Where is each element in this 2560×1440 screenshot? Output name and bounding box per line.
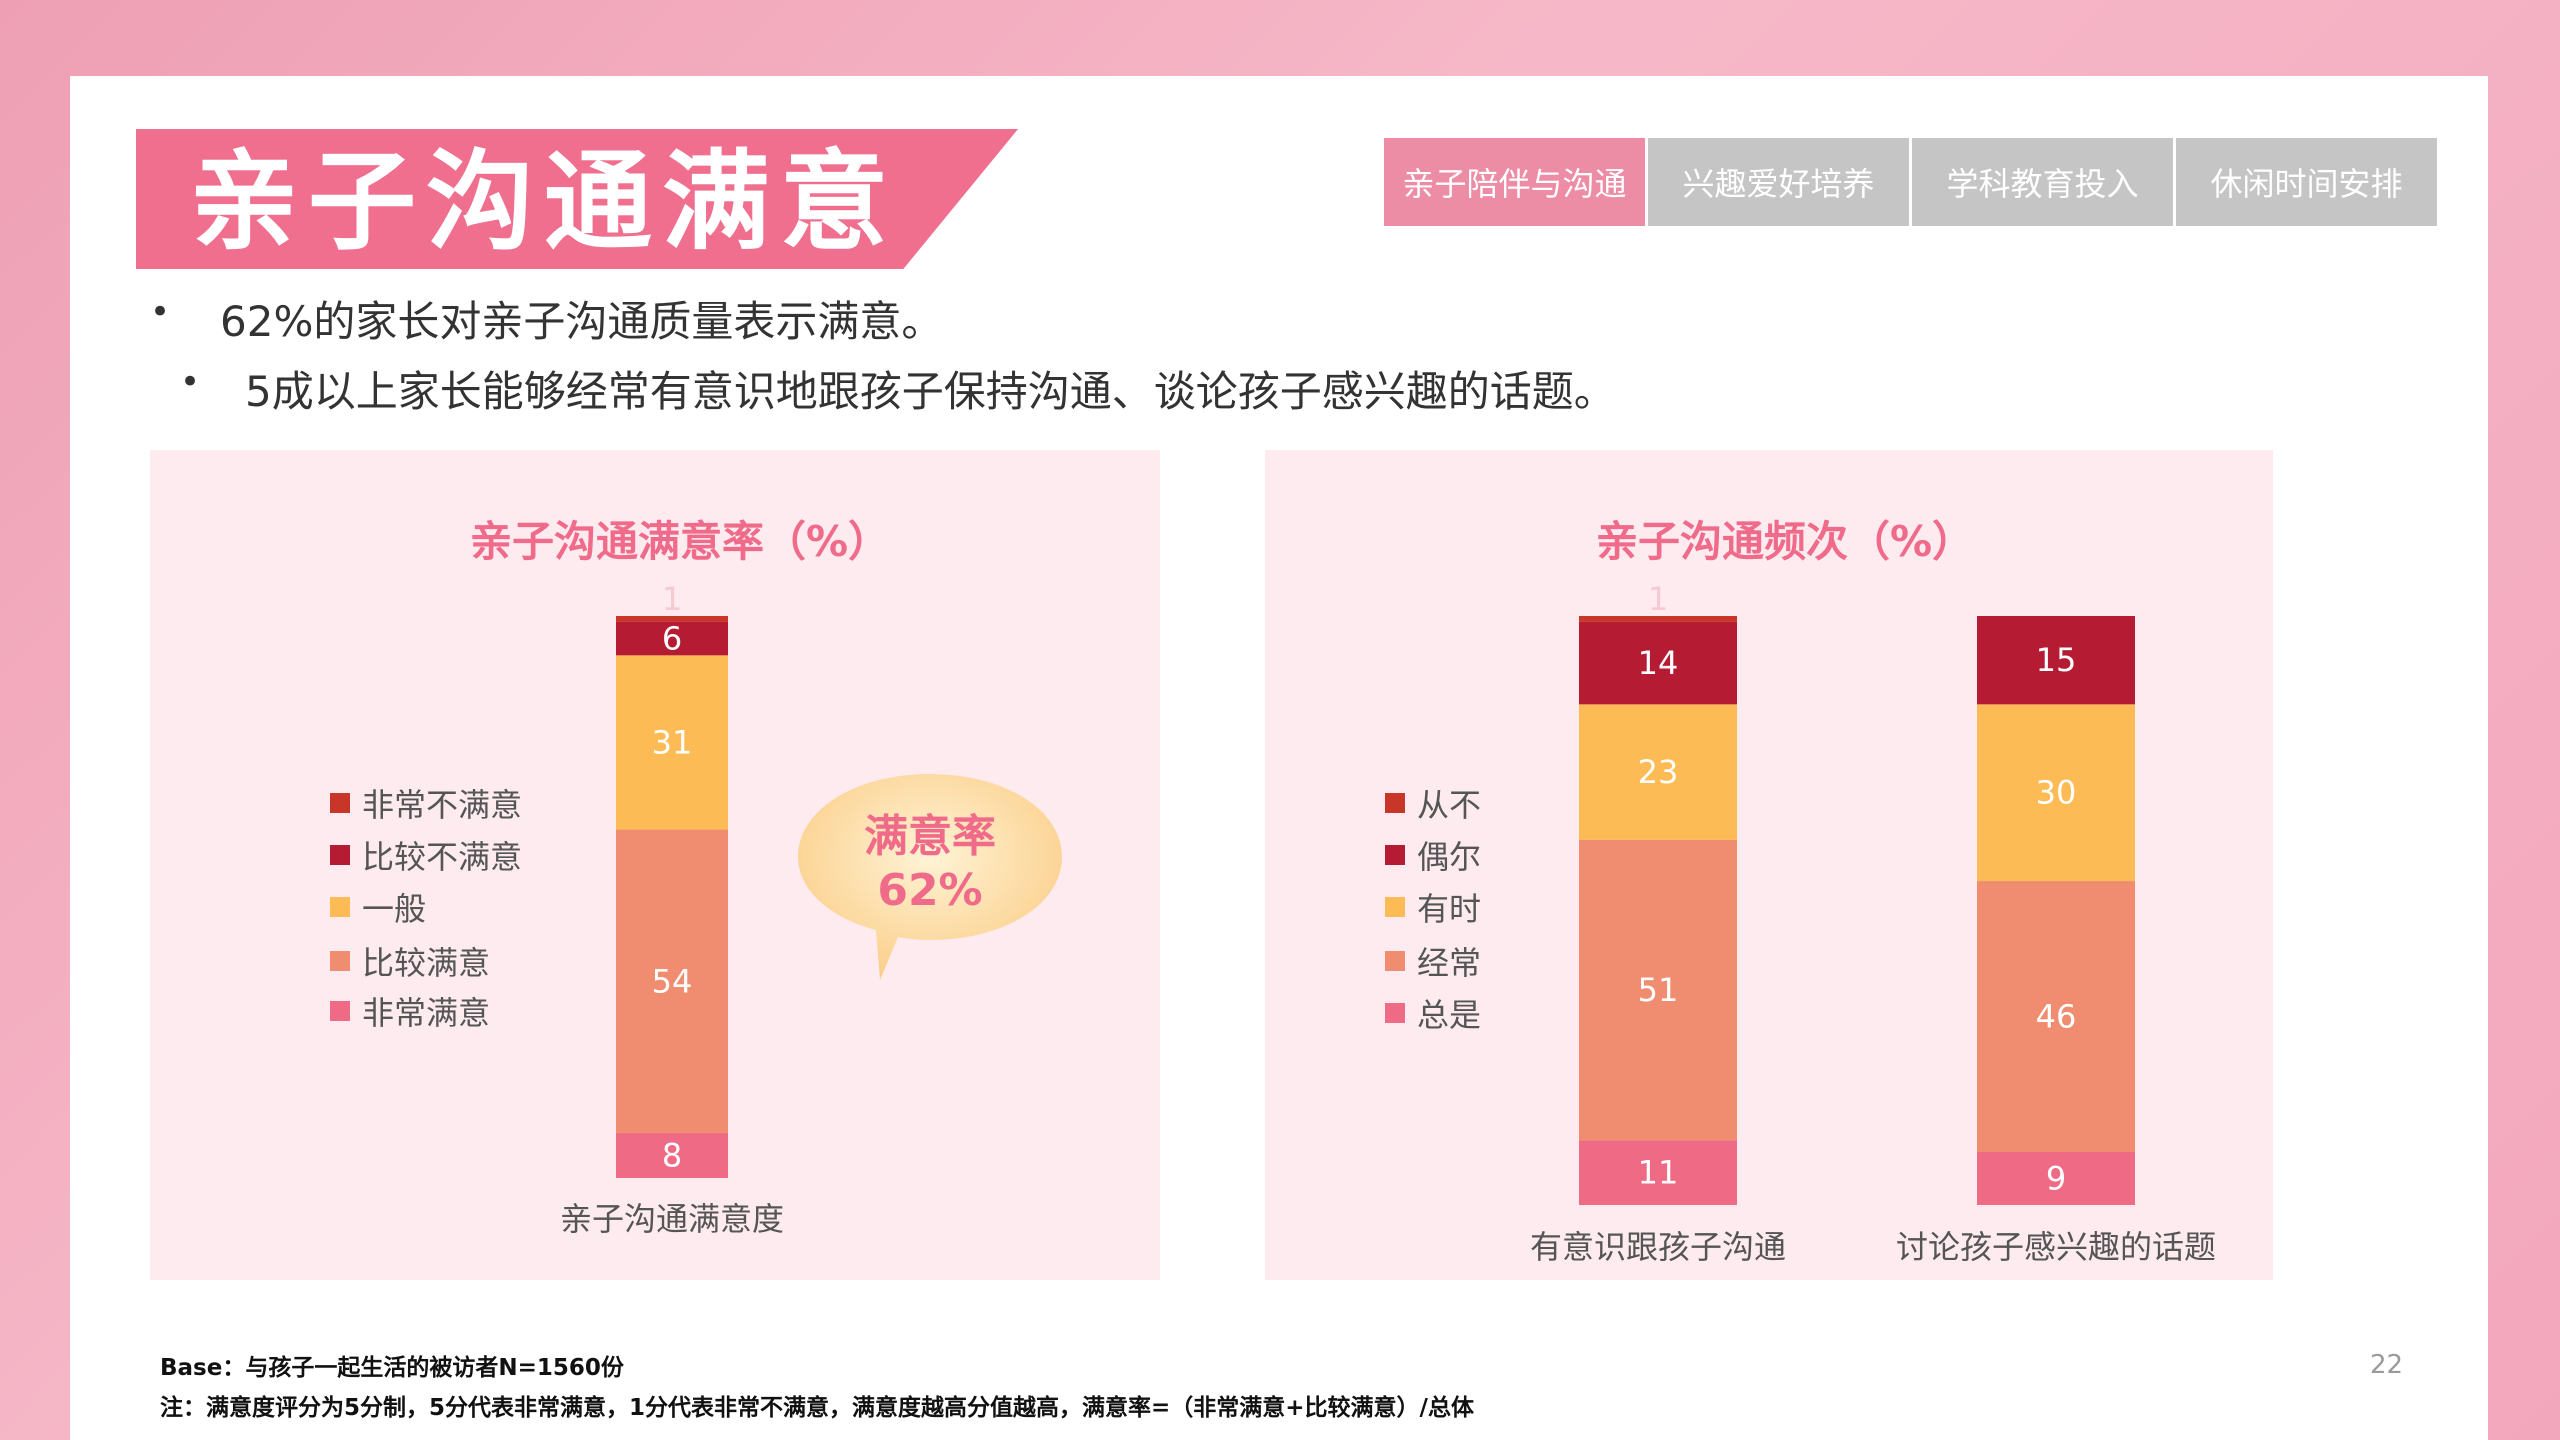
bar-segment (616, 1133, 728, 1178)
legend-item: 非常满意 (330, 988, 490, 1034)
satisfaction-bubble: 满意率 62% (790, 770, 1070, 990)
bar-value-label: 54 (652, 962, 693, 1000)
legend-label: 比较满意 (362, 944, 491, 982)
bar-value-label: 30 (2036, 774, 2077, 812)
legend-item: 总是 (1385, 990, 1481, 1036)
bullet-dot: • (180, 362, 201, 402)
legend-swatch (330, 845, 350, 865)
bar-value-label: 46 (2036, 998, 2077, 1036)
legend-swatch (330, 1001, 350, 1021)
bar-value-label: 6 (662, 619, 682, 657)
bar-segment (1977, 1151, 2135, 1205)
legend-label: 非常满意 (362, 994, 491, 1032)
bar-value-label: 14 (1638, 644, 1679, 682)
bar-segment (1977, 704, 2135, 882)
tab-leisure[interactable]: 休闲时间安排 (2176, 138, 2437, 226)
tab-interests[interactable]: 兴趣爱好培养 (1648, 138, 1909, 226)
bar-value-label: 1 (662, 580, 682, 618)
legend-label: 非常不满意 (362, 786, 523, 824)
legend-label: 总是 (1417, 996, 1482, 1034)
title-banner (136, 129, 1018, 269)
legend-swatch (1385, 845, 1405, 865)
bar-value-label: 11 (1638, 1154, 1679, 1192)
legend-swatch (1385, 897, 1405, 917)
footnote-note: 注：满意度评分为5分制，5分代表非常满意，1分代表非常不满意，满意度越高分值越高… (160, 1395, 1474, 1421)
bar-segment (1977, 881, 2135, 1152)
legend-swatch (330, 951, 350, 971)
section-tabs: 亲子陪伴与沟通 兴趣爱好培养 学科教育投入 休闲时间安排 (1384, 138, 2437, 226)
legend-item: 比较满意 (330, 938, 490, 984)
bar-value-label: 8 (662, 1137, 682, 1175)
bubble-label: 满意率 (864, 811, 996, 862)
legend-label: 经常 (1417, 944, 1482, 982)
tab-parent-child[interactable]: 亲子陪伴与沟通 (1384, 138, 1645, 226)
bar-segment (616, 621, 728, 656)
legend-label: 从不 (1417, 786, 1482, 824)
bar-value-label: 23 (1638, 753, 1679, 791)
bar-segment (1579, 839, 1737, 1141)
footnote-base: Base：与孩子一起生活的被访者N=1560份 (160, 1355, 624, 1381)
category-label: 有意识跟孩子沟通 (1530, 1228, 1786, 1266)
bar-segment (1579, 621, 1737, 705)
bullet-item: • 62%的家长对亲子沟通质量表示满意。 (150, 288, 943, 349)
bar-segment (1579, 616, 1737, 622)
page-number: 22 (2370, 1350, 2404, 1380)
bar-segment (616, 655, 728, 830)
category-label: 亲子沟通满意度 (560, 1200, 784, 1238)
page-title: 亲子沟通满意 (190, 140, 899, 265)
bar-value-label: 1 (1648, 580, 1668, 618)
bar-value-label: 51 (1638, 971, 1679, 1009)
bar-segment (1579, 1140, 1737, 1205)
bar-value-label: 31 (652, 723, 693, 761)
legend-swatch (330, 793, 350, 813)
bullet-dot: • (150, 292, 171, 332)
bubble-shape (798, 774, 1062, 980)
legend-item: 比较不满意 (330, 832, 522, 878)
bar-value-label: 9 (2046, 1159, 2066, 1197)
legend-item: 经常 (1385, 938, 1481, 984)
legend-item: 有时 (1385, 884, 1481, 930)
legend-swatch (330, 897, 350, 917)
bullet-text: 62%的家长对亲子沟通质量表示满意。 (220, 297, 944, 346)
legend-item: 从不 (1385, 780, 1481, 826)
bubble-value: 62% (877, 865, 983, 916)
bullet-item: • 5成以上家长能够经常有意识地跟孩子保持沟通、谈论孩子感兴趣的话题。 (180, 358, 1616, 419)
tab-education[interactable]: 学科教育投入 (1912, 138, 2173, 226)
bar-segment (1579, 704, 1737, 840)
bullet-text: 5成以上家长能够经常有意识地跟孩子保持沟通、谈论孩子感兴趣的话题。 (245, 367, 1616, 416)
legend-item: 一般 (330, 884, 426, 930)
bar-segment (616, 829, 728, 1134)
legend-label: 一般 (362, 890, 427, 928)
legend-swatch (1385, 951, 1405, 971)
bar-value-label: 15 (2036, 641, 2077, 679)
chart-title: 亲子沟通频次（%） (1595, 517, 1975, 566)
bar-segment (1977, 616, 2135, 705)
legend-label: 比较不满意 (362, 838, 523, 876)
legend-label: 有时 (1417, 890, 1482, 928)
chart-title: 亲子沟通满意率（%） (469, 517, 891, 566)
legend-item: 偶尔 (1385, 832, 1481, 878)
legend-item: 非常不满意 (330, 780, 522, 826)
legend-swatch (1385, 1003, 1405, 1023)
category-label: 讨论孩子感兴趣的话题 (1896, 1228, 2216, 1266)
bar-segment (616, 616, 728, 622)
legend-swatch (1385, 793, 1405, 813)
legend-label: 偶尔 (1417, 838, 1482, 876)
